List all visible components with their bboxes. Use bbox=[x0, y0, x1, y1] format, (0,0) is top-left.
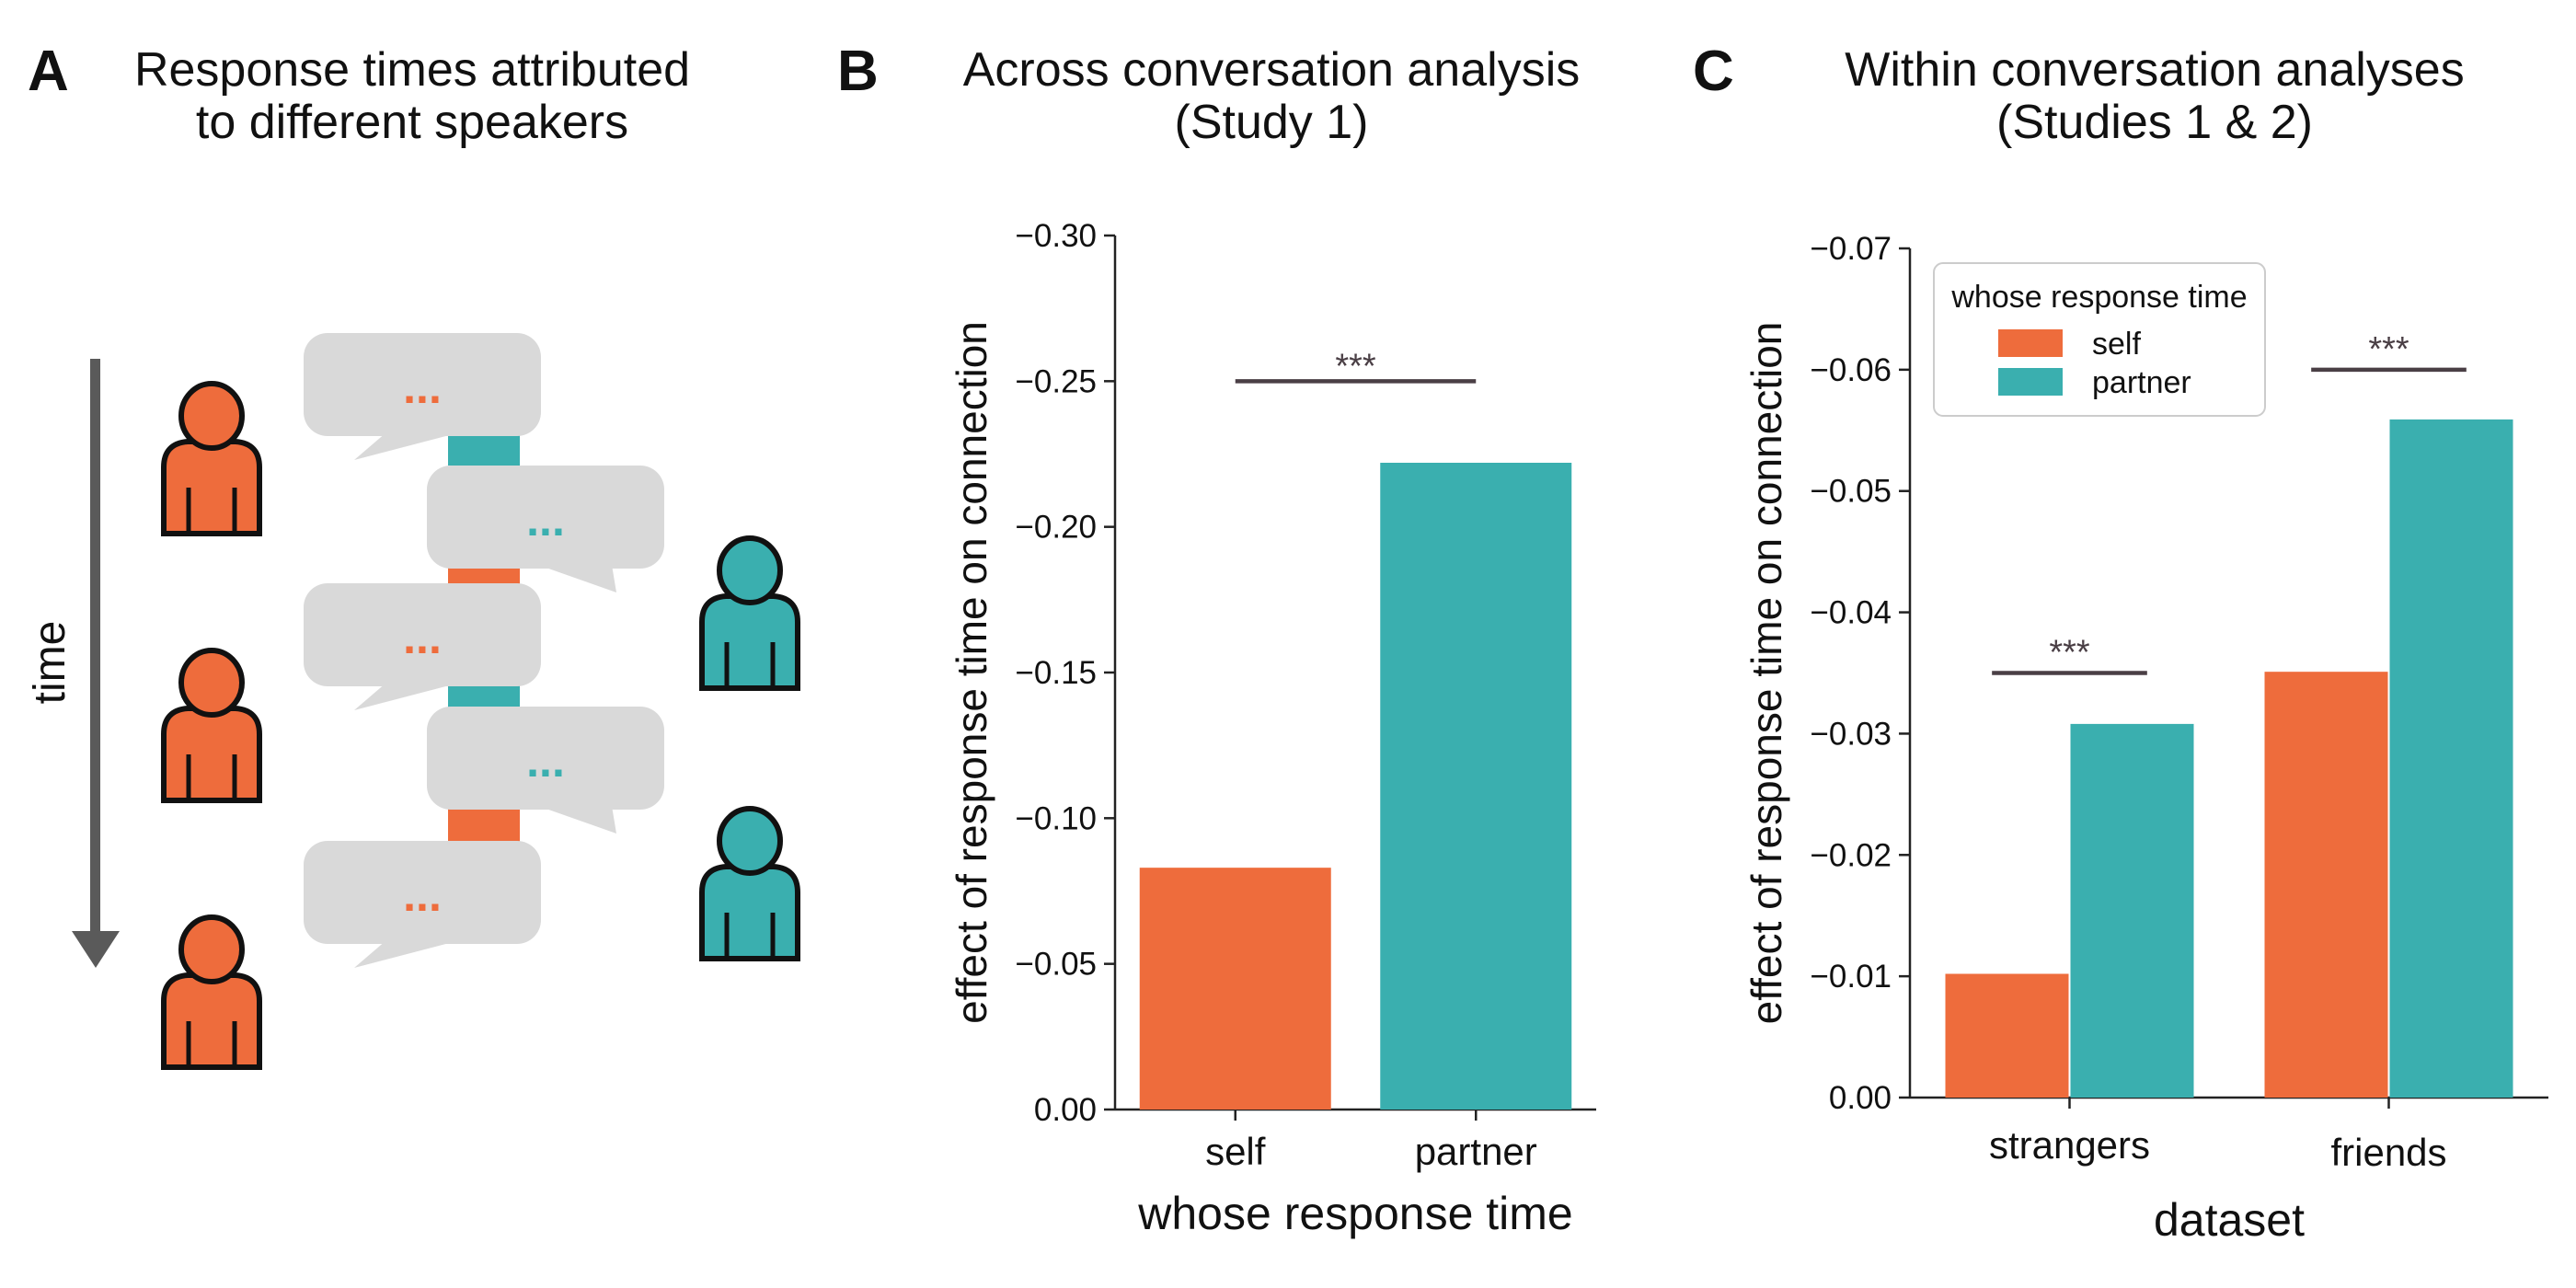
legend-label-partner: partner bbox=[2092, 365, 2191, 400]
chart-within-conversation: 0.00 −0.01 −0.02 −0.03 −0.04 −0.05 −0.06 −0.07 e… bbox=[1742, 231, 2548, 1246]
person-head bbox=[178, 381, 245, 451]
down-arrow-icon bbox=[72, 359, 120, 968]
bar-strangers-partner bbox=[2070, 723, 2194, 1098]
bar-partner bbox=[1380, 463, 1572, 1110]
significance-stars: *** bbox=[2368, 330, 2409, 369]
y-axis-label: effect of response time on connection bbox=[1742, 322, 1790, 1025]
person-head bbox=[178, 648, 245, 718]
y-tick-label: −0.05 bbox=[1810, 474, 1892, 510]
panel-c-letter: C bbox=[1693, 40, 1734, 103]
person-icon bbox=[699, 806, 800, 961]
y-tick-label: −0.04 bbox=[1810, 595, 1892, 631]
y-tick-label: −0.15 bbox=[1015, 655, 1097, 691]
person-body bbox=[161, 439, 262, 536]
x-tick-label: self bbox=[1205, 1130, 1266, 1173]
person-head bbox=[717, 535, 783, 605]
y-tick-label: −0.10 bbox=[1015, 800, 1097, 836]
panel-b-title-line2: (Study 1) bbox=[1175, 96, 1369, 149]
x-axis-label: whose response time bbox=[1137, 1188, 1572, 1239]
y-tick-label: −0.30 bbox=[1015, 218, 1097, 254]
response-timeline-bar bbox=[448, 431, 520, 842]
person-icon bbox=[161, 914, 262, 1070]
panel-a-letter: A bbox=[28, 40, 69, 103]
x-tick-label: friends bbox=[2330, 1131, 2446, 1174]
bar-strangers-self bbox=[1945, 973, 2069, 1098]
person-body bbox=[161, 706, 262, 803]
legend-swatch-self bbox=[1998, 329, 2063, 357]
panel-a: A Response times attributed to different… bbox=[26, 40, 800, 1070]
person-head bbox=[717, 806, 783, 876]
speech-bubble-icon: ... bbox=[427, 466, 664, 592]
bar-friends-partner bbox=[2389, 419, 2513, 1098]
legend-label-self: self bbox=[2092, 327, 2141, 362]
y-tick-label: −0.07 bbox=[1810, 231, 1892, 267]
y-tick-label: −0.02 bbox=[1810, 837, 1892, 873]
bubble-dots: ... bbox=[403, 612, 442, 663]
speech-bubble-icon: ... bbox=[304, 583, 541, 710]
person-head bbox=[178, 914, 245, 984]
significance-stars: *** bbox=[2049, 634, 2090, 673]
person-body bbox=[699, 864, 800, 961]
panel-b-title-line1: Across conversation analysis bbox=[963, 43, 1581, 97]
person-body bbox=[699, 593, 800, 691]
person-body bbox=[161, 972, 262, 1070]
y-tick-label: 0.00 bbox=[1034, 1092, 1097, 1128]
y-axis-label: effect of response time on connection bbox=[948, 321, 995, 1024]
y-tick-label: −0.03 bbox=[1810, 716, 1892, 752]
x-axis-label: dataset bbox=[2154, 1194, 2305, 1246]
person-icon bbox=[161, 648, 262, 803]
time-label: time bbox=[26, 621, 75, 705]
panel-c-title-line2: (Studies 1 & 2) bbox=[1996, 96, 2313, 149]
y-tick-label: −0.06 bbox=[1810, 352, 1892, 388]
speech-bubble-icon: ... bbox=[304, 333, 541, 460]
y-tick-label: −0.01 bbox=[1810, 959, 1892, 995]
bar-friends-self bbox=[2264, 672, 2388, 1098]
legend-title: whose response time bbox=[1950, 280, 2247, 315]
bubble-dots: ... bbox=[403, 869, 442, 921]
bubble-dots: ... bbox=[526, 494, 565, 546]
significance-stars: *** bbox=[1335, 347, 1376, 385]
panel-b-letter: B bbox=[837, 40, 879, 103]
panel-c: C Within conversation analyses (Studies … bbox=[1693, 40, 2548, 1246]
panel-b: B Across conversation analysis (Study 1)… bbox=[837, 40, 1596, 1239]
bubble-dots: ... bbox=[526, 735, 565, 787]
y-tick-label: 0.00 bbox=[1829, 1080, 1892, 1116]
y-tick-label: −0.20 bbox=[1015, 510, 1097, 546]
speech-bubble-icon: ... bbox=[304, 841, 541, 968]
person-icon bbox=[699, 535, 800, 691]
panel-c-title-line1: Within conversation analyses bbox=[1845, 43, 2464, 97]
bubble-dots: ... bbox=[403, 362, 442, 413]
bar-self bbox=[1139, 868, 1331, 1110]
chart-across-conversation: 0.00 −0.05 −0.10 −0.15 −0.20 −0.25 −0.30 effect… bbox=[948, 218, 1596, 1239]
person-icon bbox=[161, 381, 262, 536]
panel-a-title-line1: Response times attributed bbox=[134, 43, 690, 97]
legend-swatch-partner bbox=[1998, 368, 2063, 396]
y-tick-label: −0.05 bbox=[1015, 947, 1097, 983]
x-tick-label: partner bbox=[1415, 1130, 1537, 1173]
x-tick-label: strangers bbox=[1989, 1123, 2150, 1167]
speech-bubble-icon: ... bbox=[427, 707, 664, 834]
panel-a-title-line2: to different speakers bbox=[196, 96, 628, 149]
y-tick-label: −0.25 bbox=[1015, 363, 1097, 399]
